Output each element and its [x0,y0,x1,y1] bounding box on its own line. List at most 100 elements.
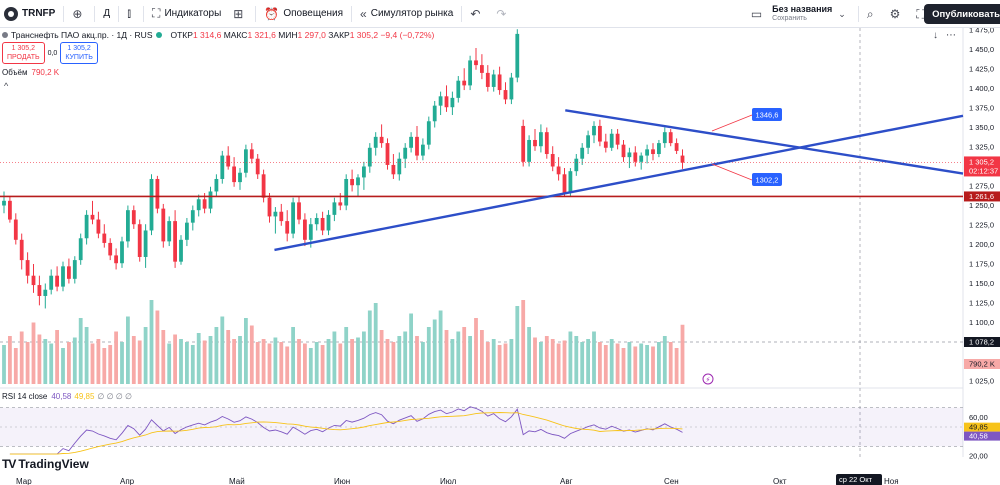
alerts-button[interactable]: ⏰ Оповещения [258,0,349,28]
candle-body [90,214,95,220]
candle-body [19,239,24,261]
fullscreen-icon: ⛶ [916,6,925,21]
volume-bar [527,327,531,384]
volume-bar [273,337,278,384]
rsi-value-label: 40,58 [969,432,988,441]
layout-name: Без названия Сохранить [766,4,838,24]
candle-body [615,133,620,145]
interval-button[interactable]: Д [97,0,116,28]
close-value: 1 305,2 [349,30,379,40]
candle-body [285,221,290,234]
candle-body [167,221,172,242]
chart-canvas[interactable]: 1346,6 1302,2 ⚡ 1 475,0 1 450,0 1 425,0 1 400… [0,28,1000,485]
volume-value-label-bg [964,359,1000,369]
candle-body [131,210,136,225]
candle-body [196,199,201,211]
volume-bar [385,339,390,384]
candle-body [279,211,284,222]
redo-button[interactable]: ↷ [490,0,516,28]
rsi-ma-value: 49,85 [74,392,95,401]
volume-bar [367,310,372,384]
candle-body [456,80,461,98]
candle-body [651,149,655,155]
candle-body [633,152,638,162]
templates-button[interactable]: ⊞ [227,0,253,28]
time-tick: Июл [440,477,457,485]
indicators-button[interactable]: ⛶ Индикаторы [146,0,227,28]
replay-button[interactable]: « Симулятор рынка [354,0,459,28]
rsi-legend: RSI 14 close 40,58 49,85 ∅ ∅ ∅ ∅ [2,392,132,401]
lower-annotation-label: 1302,2 [756,176,779,185]
drawings[interactable]: 1346,6 1302,2 ⚡ [0,108,964,385]
candlesticks [2,29,685,309]
volume-bar [131,336,136,384]
level-price-label: 1 261,6 [969,192,994,201]
candle-body [332,202,337,215]
volume-bar [84,327,89,384]
volume-bar [603,345,608,384]
price-tick: 1 425,0 [969,65,994,74]
last-price-label: 1 305,2 [969,157,994,166]
collapse-legend-button[interactable]: ^ [4,81,9,91]
candle-body [574,158,579,172]
buy-button[interactable]: 1 305,2 КУПИТЬ [60,42,98,64]
trade-buttons: 1 305,2 ПРОДАТЬ 0,0 1 305,2 КУПИТЬ [2,42,98,64]
divider [63,5,65,22]
candle-body [480,65,484,73]
time-tick: Апр [120,477,135,485]
candle-body [273,211,278,217]
volume-bar [432,319,437,384]
pane-more-icon[interactable]: ⋯ [946,30,956,41]
sell-button[interactable]: 1 305,2 ПРОДАТЬ [2,42,45,64]
volume-bar [297,339,301,384]
quick-search-button[interactable]: ⌕ [861,0,884,28]
volume-bar [72,337,77,384]
volume-bar [78,318,83,384]
volume-bar [208,336,213,384]
layout-menu-button[interactable]: ▭ Без названия Сохранить ⌄ [745,0,856,28]
time-tick: Мар [16,477,32,485]
candle-body [539,132,543,147]
volume-bar [31,322,36,384]
crosshair-date-label: ср 22 Окт '25 [836,474,882,485]
fullscreen-button[interactable]: ⛶ [910,0,934,28]
candle-body [609,133,614,148]
candle-body [308,224,313,240]
rsi-ma-line [9,412,683,455]
low-value: 1 297,0 [297,30,326,40]
candle-body [438,96,443,106]
candle-body [314,217,319,225]
last-price-tag-bg [964,156,1000,177]
symbol-search-button[interactable]: TRNFP [0,0,61,28]
layout-title: Без названия [772,4,833,14]
compare-add-symbol-button[interactable]: ⊕ [66,0,92,28]
candle-body [297,202,301,220]
volume-bar [149,300,154,384]
settings-button[interactable]: ⚙ [884,0,911,28]
volume-bar [137,340,142,384]
volume-bars [2,300,685,384]
candle-body [244,149,248,173]
candle-body [639,155,644,162]
undo-button[interactable]: ↶ [464,0,490,28]
volume-bar [574,336,579,384]
candle-body [31,275,36,286]
upper-annotation-pointer [711,114,753,132]
time-tick: Авг [560,477,573,485]
volume-bar [521,300,526,384]
publish-button[interactable]: Опубликовать [924,4,1000,24]
volume-bar [49,343,54,384]
volume-bar [444,330,449,384]
volume-bar [25,342,30,384]
volume-bar [639,343,644,384]
pane-down-icon[interactable]: ↓ [933,30,938,41]
volume-bar [592,331,596,384]
tradingview-logo[interactable]: TV TradingView [2,457,89,471]
time-tick: Июн [334,477,351,485]
candle-body [37,285,42,296]
volume-bar [438,310,443,384]
price-axis[interactable]: 1 475,0 1 450,0 1 425,0 1 400,0 1 375,0 1 350… [964,28,1000,461]
volume-bar [515,306,520,384]
chart-type-button[interactable]: ⫾ [121,0,141,28]
candle-body [155,178,160,209]
